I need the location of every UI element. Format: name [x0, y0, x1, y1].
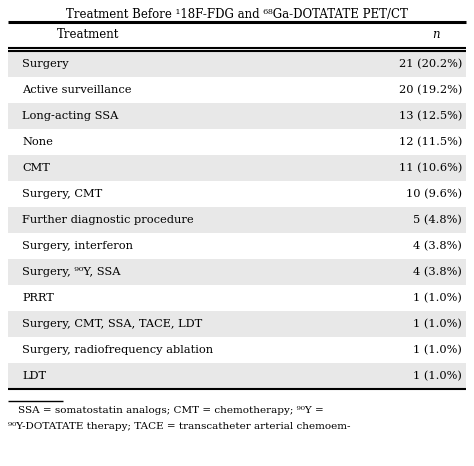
Text: 1 (1.0%): 1 (1.0%) [413, 293, 462, 303]
Text: Surgery: Surgery [22, 59, 69, 69]
Text: Surgery, radiofrequency ablation: Surgery, radiofrequency ablation [22, 345, 213, 355]
Bar [8, 103, 466, 129]
Bar [8, 77, 466, 103]
Text: 10 (9.6%): 10 (9.6%) [406, 189, 462, 199]
Bar [8, 363, 466, 389]
Text: PRRT: PRRT [22, 293, 54, 303]
Text: LDT: LDT [22, 371, 46, 381]
Text: Surgery, CMT, SSA, TACE, LDT: Surgery, CMT, SSA, TACE, LDT [22, 319, 202, 329]
Text: ⁹⁰Y-DOTATATE therapy; TACE = transcatheter arterial chemoem-: ⁹⁰Y-DOTATATE therapy; TACE = transcathet… [8, 422, 350, 431]
Text: 1 (1.0%): 1 (1.0%) [413, 371, 462, 381]
Bar [8, 259, 466, 285]
Bar [8, 207, 466, 233]
Text: 20 (19.2%): 20 (19.2%) [399, 85, 462, 95]
Text: 5 (4.8%): 5 (4.8%) [413, 215, 462, 225]
Text: CMT: CMT [22, 163, 50, 173]
Bar [8, 285, 466, 311]
Text: Surgery, ⁹⁰Y, SSA: Surgery, ⁹⁰Y, SSA [22, 267, 120, 277]
Text: Further diagnostic procedure: Further diagnostic procedure [22, 215, 193, 225]
Text: Long-acting SSA: Long-acting SSA [22, 111, 119, 121]
Text: 12 (11.5%): 12 (11.5%) [399, 137, 462, 147]
Bar [8, 181, 466, 207]
Text: SSA = somatostatin analogs; CMT = chemotherapy; ⁹⁰Y =: SSA = somatostatin analogs; CMT = chemot… [18, 406, 324, 415]
Text: n: n [432, 28, 440, 41]
Text: Surgery, CMT: Surgery, CMT [22, 189, 102, 199]
Bar [8, 155, 466, 181]
Text: 11 (10.6%): 11 (10.6%) [399, 163, 462, 173]
Bar [8, 233, 466, 259]
Text: Surgery, interferon: Surgery, interferon [22, 241, 133, 251]
Text: 4 (3.8%): 4 (3.8%) [413, 241, 462, 251]
Text: 21 (20.2%): 21 (20.2%) [399, 59, 462, 69]
Bar [8, 129, 466, 155]
Bar [8, 51, 466, 77]
Text: 13 (12.5%): 13 (12.5%) [399, 111, 462, 121]
Bar [8, 311, 466, 337]
Text: 4 (3.8%): 4 (3.8%) [413, 267, 462, 277]
Bar [8, 337, 466, 363]
Text: Treatment Before ¹18F-FDG and ⁶⁸Ga-DOTATATE PET/CT: Treatment Before ¹18F-FDG and ⁶⁸Ga-DOTAT… [66, 8, 408, 21]
Text: 1 (1.0%): 1 (1.0%) [413, 319, 462, 329]
Text: 1 (1.0%): 1 (1.0%) [413, 345, 462, 355]
Text: Treatment: Treatment [57, 28, 119, 41]
Text: None: None [22, 137, 53, 147]
Text: Active surveillance: Active surveillance [22, 85, 131, 95]
